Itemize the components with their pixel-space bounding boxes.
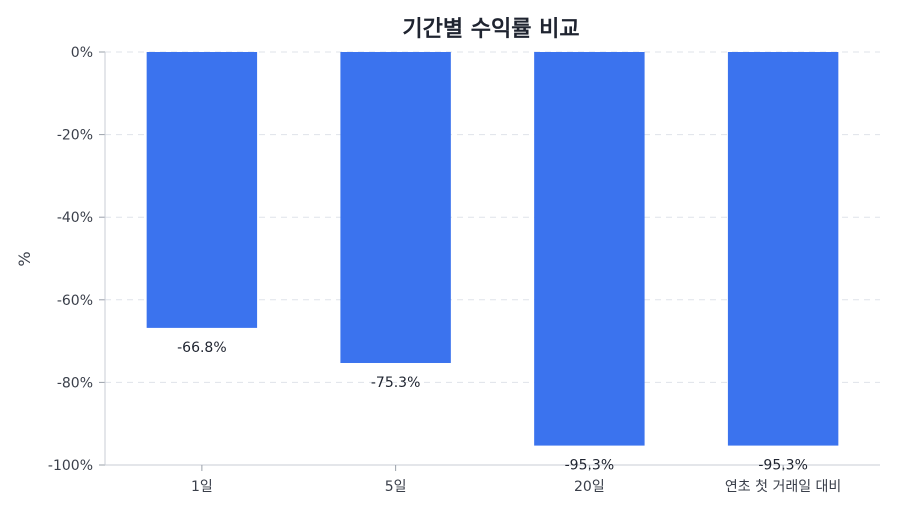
y-tick-label: -60% [57,293,93,309]
chart-title: 기간별 수익률 비교 [402,17,579,42]
bar [534,52,645,446]
x-tick-label: 5일 [385,479,407,495]
y-tick-label: -40% [57,210,93,226]
y-tick-label: -80% [57,375,93,391]
x-tick-labels: 1일 5일 20일 연초 첫 거래일 대비 [191,479,841,495]
data-labels: -66.8% -75.3% -95.3% -95.3% [177,340,808,474]
y-axis-label: % [15,251,34,266]
x-tick-label: 20일 [574,479,605,495]
bar [146,52,258,328]
y-tick-label: 0% [71,45,93,61]
data-label: -95.3% [758,458,808,474]
y-tick-label: -20% [57,128,93,144]
x-tick-label: 1일 [191,479,213,495]
data-label: -95.3% [565,458,615,474]
bar [727,52,839,446]
bar [340,52,451,363]
y-tick-label: -100% [48,458,93,474]
grid-lines [105,51,880,383]
x-tick-label: 연초 첫 거래일 대비 [725,479,841,495]
y-tick-labels: 0% -20% -40% -60% -80% -100% [48,45,93,474]
data-label: -66.8% [177,340,227,356]
axes [99,51,880,471]
bars [146,52,839,446]
data-label: -75.3% [371,375,421,391]
